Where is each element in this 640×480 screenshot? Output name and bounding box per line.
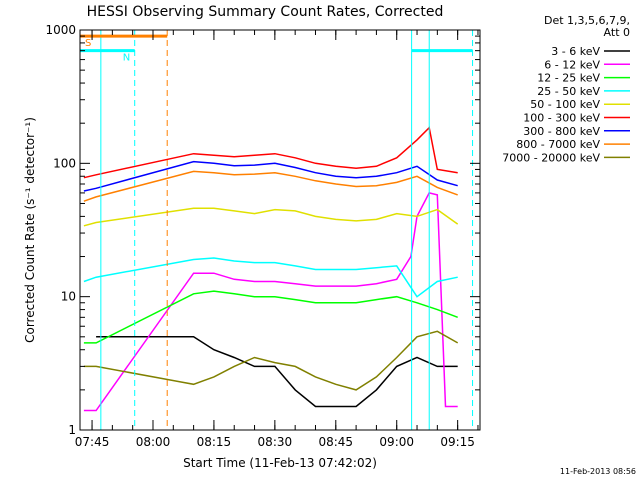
- x-tick-label-0: 07:45: [75, 435, 110, 449]
- series-line-6: [83, 160, 458, 192]
- series-line-0: [96, 336, 458, 408]
- legend-entry-label-7: 800 - 7000 keV: [516, 138, 600, 151]
- flag-label-0: S: [85, 38, 91, 49]
- legend-header-line-0: Det 1,3,5,6,7,9,: [544, 14, 630, 27]
- series-line-4: [83, 207, 459, 227]
- x-tick-label-2: 08:15: [197, 435, 232, 449]
- x-tick-label-1: 08:00: [136, 435, 171, 449]
- x-tick-label-3: 08:30: [258, 435, 293, 449]
- plot-frame: [79, 29, 481, 431]
- x-tick-label-6: 09:15: [440, 435, 475, 449]
- chart-title: HESSI Observing Summary Count Rates, Cor…: [87, 4, 444, 20]
- series-line-7: [83, 170, 458, 202]
- series-line-1: [83, 192, 458, 412]
- x-tick-label-4: 08:45: [318, 435, 353, 449]
- x-tick-label-5: 09:00: [379, 435, 414, 449]
- legend-entry-label-2: 12 - 25 keV: [537, 72, 600, 85]
- legend-entry-label-6: 300 - 800 keV: [523, 125, 600, 138]
- y-tick-label-2: 100: [53, 156, 76, 170]
- y-tick-label-3: 1000: [45, 23, 76, 37]
- axes: 07:45 08:00 08:15 08:30 08:45 09:00 09:15 1 10 10…: [45, 23, 480, 449]
- x-axis-label: Start Time (11-Feb-13 07:42:02): [183, 456, 377, 470]
- data-lines: [83, 126, 459, 412]
- footer-timestamp: 11-Feb-2013 08:56: [560, 467, 636, 476]
- series-line-3: [83, 257, 458, 298]
- legend-entry-label-3: 25 - 50 keV: [537, 85, 600, 98]
- series-line-5: [83, 126, 458, 179]
- flag-label-1: N: [123, 53, 130, 64]
- legend-entry-label-4: 50 - 100 keV: [530, 98, 600, 111]
- legend-entry-label-1: 6 - 12 keV: [544, 58, 600, 71]
- legend-entry-label-8: 7000 - 20000 keV: [502, 151, 600, 164]
- legend-entry-label-0: 3 - 6 keV: [551, 45, 600, 58]
- legend-entry-label-5: 100 - 300 keV: [523, 112, 600, 125]
- y-tick-label-1: 10: [61, 290, 76, 304]
- series-line-8: [83, 330, 459, 391]
- y-tick-label-0: 1: [68, 423, 76, 437]
- annotations: SN: [79, 30, 474, 430]
- legend-header-line-1: Att 0: [604, 26, 630, 39]
- y-axis-label: Corrected Count Rate (s⁻¹ detector⁻¹): [23, 117, 37, 343]
- series-line-2: [83, 290, 458, 344]
